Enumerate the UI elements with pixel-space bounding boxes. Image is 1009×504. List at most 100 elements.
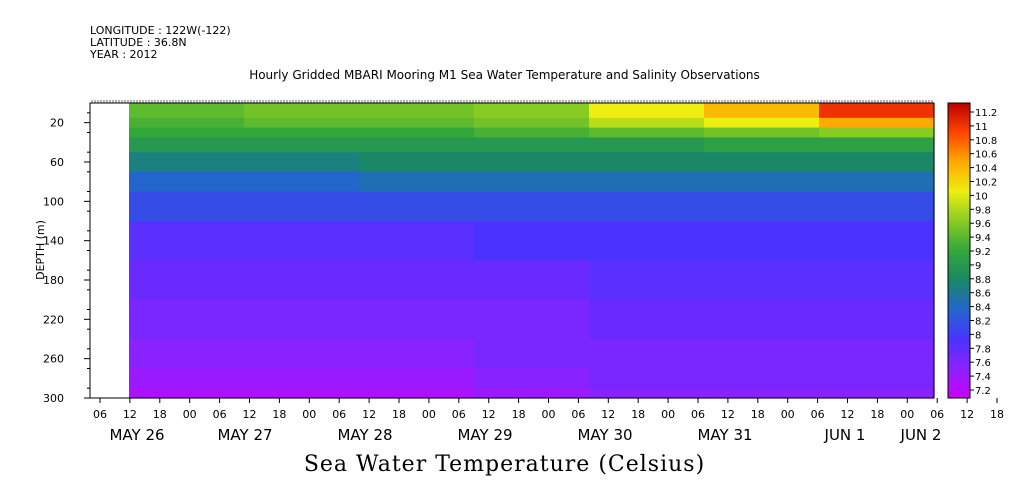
y-tick-label: 20 <box>50 117 64 130</box>
heatmap-cell <box>359 260 475 301</box>
heatmap-cell <box>129 117 245 129</box>
y-tick-label: 300 <box>43 392 64 405</box>
x-hour-label: 06 <box>571 408 585 421</box>
heatmap-cell <box>244 137 360 153</box>
heatmap-cell <box>359 152 475 173</box>
heatmap-cell <box>589 299 705 340</box>
heatmap-cell <box>474 171 590 193</box>
heatmap-cell <box>244 260 360 301</box>
colorbar-tick-label: 10.6 <box>975 150 997 161</box>
heatmap-cell <box>589 103 705 119</box>
colorbar-tick-label: 9.6 <box>975 219 991 230</box>
heatmap-cell <box>704 260 820 301</box>
x-day-label: JUN 1 <box>824 426 866 444</box>
heatmap-cell <box>819 152 935 173</box>
heatmap-cell <box>129 339 245 370</box>
heatmap-cell <box>819 221 935 261</box>
heatmap-cell <box>704 368 820 389</box>
heatmap-cell <box>704 127 820 138</box>
heatmap-cell <box>589 339 705 370</box>
heatmap-cell <box>474 117 590 129</box>
heatmap-cell <box>704 137 820 153</box>
heatmap-cell <box>359 117 475 129</box>
heatmap-cell <box>129 299 245 340</box>
x-day-label: JUN 2 <box>900 426 942 444</box>
heatmap-cell <box>359 103 475 119</box>
x-day-label: MAY 29 <box>457 426 512 444</box>
heatmap-cell <box>704 191 820 222</box>
heatmap-cell <box>474 260 590 301</box>
y-tick-label: 60 <box>50 156 64 169</box>
heatmap-cell <box>359 137 475 153</box>
heatmap-cell <box>704 103 820 119</box>
heatmap-cell <box>704 388 820 399</box>
x-hour-label: 06 <box>332 408 346 421</box>
colorbar-tick-label: 10.4 <box>975 164 997 175</box>
latitude-label: LATITUDE : 36.8N <box>90 36 187 49</box>
colorbar-tick-label: 9 <box>975 261 981 272</box>
x-hour-label: 00 <box>900 408 914 421</box>
heatmap-cell <box>589 260 705 301</box>
heatmap-cell <box>819 368 935 389</box>
heatmap-cell <box>819 171 935 193</box>
heatmap-cell <box>589 127 705 138</box>
colorbar-tick-label: 8 <box>975 330 981 341</box>
heatmap-cell <box>129 152 245 173</box>
heatmap-cell <box>704 339 820 370</box>
heatmap-cell <box>474 299 590 340</box>
heatmap-cell <box>359 388 475 399</box>
longitude-label: LONGITUDE : 122W(-122) <box>90 24 231 37</box>
heatmap-cell <box>819 117 935 129</box>
heatmap-cell <box>244 368 360 389</box>
colorbar-ticks: 11.2 11 10.8 10.6 10.4 10.2 10 9.8 9.6 9.4 9.2 9 8.8… <box>970 108 997 397</box>
heatmap-cell <box>589 388 705 399</box>
heatmap-cell <box>474 191 590 222</box>
colorbar-tick-label: 7.6 <box>975 358 991 369</box>
heatmap-cell <box>359 171 475 193</box>
heatmap-cell <box>819 339 935 370</box>
x-hour-label: 12 <box>243 408 257 421</box>
heatmap-cell <box>819 260 935 301</box>
x-hour-label: 06 <box>811 408 825 421</box>
colorbar-tick-label: 10 <box>975 191 988 202</box>
x-hour-label: 18 <box>870 408 884 421</box>
heatmap-cell <box>474 221 590 261</box>
x-day-label: MAY 26 <box>109 426 164 444</box>
heatmap-cells <box>129 103 935 399</box>
heatmap-cell <box>244 191 360 222</box>
x-hour-label: 18 <box>631 408 645 421</box>
x-hour-label: 18 <box>990 408 1004 421</box>
heatmap-cell <box>474 388 590 399</box>
colorbar-tick-label: 8.8 <box>975 275 991 286</box>
heatmap-cell <box>704 221 820 261</box>
x-day-label: MAY 31 <box>697 426 752 444</box>
x-hour-label: 18 <box>153 408 167 421</box>
y-tick-label: 180 <box>43 274 64 287</box>
x-hour-label: 12 <box>841 408 855 421</box>
x-day-label: MAY 30 <box>577 426 632 444</box>
x-day-label: MAY 27 <box>217 426 272 444</box>
heatmap-cell <box>359 339 475 370</box>
x-hour-label: 12 <box>123 408 137 421</box>
y-axis: 20 60 100 140 180 220 260 300 <box>43 112 90 405</box>
heatmap-cell <box>129 127 245 138</box>
heatmap-cell <box>129 221 245 261</box>
heatmap-cell <box>819 137 935 153</box>
heatmap-cell <box>129 388 245 399</box>
heatmap-cell <box>244 152 360 173</box>
y-tick-label: 220 <box>43 313 64 326</box>
x-hour-label: 00 <box>542 408 556 421</box>
heatmap-cell <box>819 299 935 340</box>
heatmap-cell <box>244 299 360 340</box>
heatmap-cell <box>244 127 360 138</box>
x-hour-label: 06 <box>93 408 107 421</box>
x-hour-label: 06 <box>691 408 705 421</box>
heatmap-cell <box>244 117 360 129</box>
x-hour-label: 18 <box>512 408 526 421</box>
heatmap-cell <box>819 103 935 119</box>
heatmap-cell <box>704 171 820 193</box>
x-axis-title: Sea Water Temperature (Celsius) <box>303 452 706 477</box>
heatmap-cell <box>244 103 360 119</box>
x-hour-label: 00 <box>183 408 197 421</box>
